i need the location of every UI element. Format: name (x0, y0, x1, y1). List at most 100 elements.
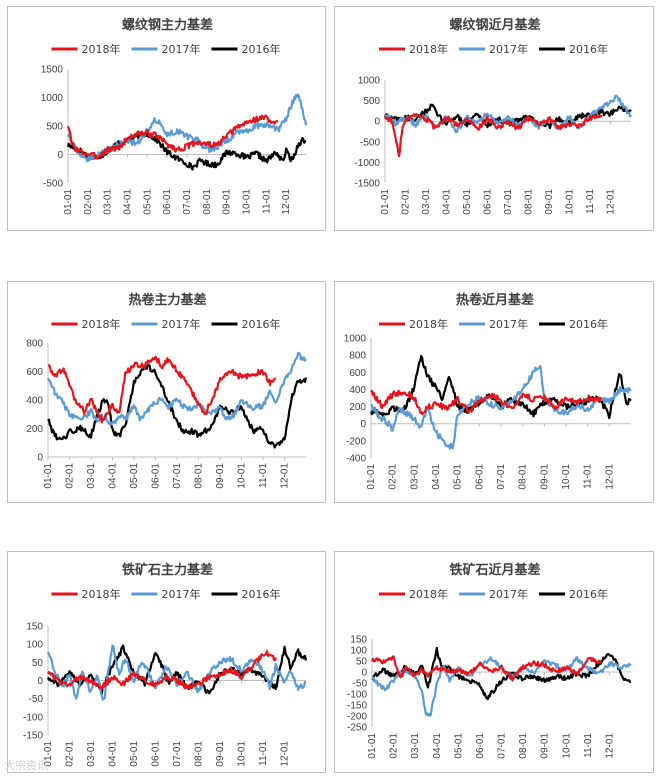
chart-panel-2: 螺纹钢近月基差 2018年 2017年 2016年 -1500 -1000 -500 0 500… (334, 6, 654, 231)
chart-panel-1: 螺纹钢主力基差 2018年 2017年 2016年 -500 0 500 1000 1500 01… (7, 6, 326, 231)
x-tick-label: 12-01 (281, 189, 292, 215)
y-tick-label: 0 (374, 117, 380, 128)
y-tick-label: 1500 (41, 65, 64, 76)
x-tick-label: 03-01 (86, 463, 97, 489)
y-tick-label: 50 (356, 657, 368, 668)
x-tick-label: 12-01 (604, 733, 615, 759)
y-tick-label: 400 (26, 396, 43, 407)
chart-panel-6: 铁矿石近月基差 2018年 2017年 2016年 -250 -200 -150 -100 -5… (334, 551, 654, 773)
chart-title: 铁矿石主力基差 (121, 562, 213, 578)
x-tick-label: 06-01 (151, 741, 162, 767)
y-tick-label: 600 (26, 367, 43, 378)
y-tick-label: -400 (346, 454, 366, 465)
x-tick-label: 01-01 (43, 741, 54, 767)
y-tick-label: -150 (347, 701, 367, 712)
y-tick-label: 1000 (41, 93, 64, 104)
chart-title: 螺纹钢主力基差 (122, 17, 213, 33)
y-tick-label: 150 (350, 635, 367, 646)
series-line-2018年 (384, 113, 603, 158)
legend-label: 2017年 (162, 42, 201, 56)
y-tick-label: 800 (349, 351, 366, 362)
x-tick-label: 05-01 (462, 189, 473, 215)
x-tick-label: 07-01 (182, 189, 193, 215)
x-tick-label: 12-01 (280, 463, 291, 489)
y-tick-label: -50 (353, 679, 368, 690)
x-tick-label: 12-01 (280, 741, 291, 767)
x-tick-label: 03-01 (86, 741, 97, 767)
x-tick-label: 11-01 (583, 464, 594, 489)
x-tick-label: 09-01 (544, 189, 555, 215)
y-tick-label: 800 (26, 339, 43, 350)
x-tick-label: 06-01 (483, 189, 494, 215)
y-tick-label: 150 (26, 622, 43, 633)
legend-entry-2: 2017年 (459, 317, 528, 331)
x-tick-label: 10-01 (561, 733, 572, 759)
x-tick-label: 07-01 (172, 463, 183, 489)
x-tick-label: 02-01 (65, 741, 76, 767)
x-tick-label: 06-01 (474, 464, 485, 490)
x-tick-label: 07-01 (496, 464, 507, 490)
y-tick-label: 50 (32, 658, 44, 669)
chart-title: 热卷主力基差 (128, 292, 206, 308)
x-tick-label: 12-01 (604, 464, 615, 490)
x-tick-label: 02-01 (389, 733, 400, 759)
x-tick-label: 08-01 (518, 733, 529, 759)
legend-label: 2016年 (242, 317, 281, 331)
legend-label: 2016年 (242, 587, 281, 601)
legend-label: 2017年 (489, 42, 528, 56)
x-tick-label: 08-01 (194, 463, 205, 489)
y-tick-label: 600 (349, 368, 366, 379)
y-tick-label: 200 (349, 402, 366, 413)
x-tick-label: 11-01 (261, 189, 272, 214)
legend-label: 2017年 (162, 317, 201, 331)
legend-entry-2: 2017年 (459, 587, 528, 601)
legend-label: 2018年 (409, 317, 448, 331)
y-tick-label: -200 (347, 712, 367, 723)
series-line-2018年 (370, 389, 602, 416)
y-tick-label: -100 (23, 712, 43, 723)
x-tick-label: 03-01 (409, 464, 420, 490)
legend-entry-1: 2018年 (379, 587, 448, 601)
legend-entry-2: 2017年 (131, 587, 201, 601)
x-tick-label: 10-01 (242, 189, 253, 215)
y-tick-label: 100 (350, 646, 367, 657)
legend-label: 2016年 (569, 42, 608, 56)
x-tick-label: 11-01 (583, 733, 594, 758)
legend-label: 2018年 (82, 317, 121, 331)
chart-panel-3: 热卷主力基差 2018年 2017年 2016年 0 200 400 600 800 01-01 0… (7, 281, 326, 503)
x-tick-label: 08-01 (202, 189, 213, 215)
series-line-2018年 (66, 114, 279, 160)
x-tick-label: 04-01 (123, 189, 134, 215)
legend-entry-2: 2017年 (459, 42, 528, 56)
y-tick-label: -100 (347, 690, 367, 701)
x-tick-label: 08-01 (524, 189, 535, 215)
y-tick-label: -250 (347, 723, 367, 734)
legend-entry-1: 2018年 (51, 42, 121, 56)
x-tick-label: 07-01 (172, 741, 183, 767)
x-tick-label: 10-01 (561, 464, 572, 490)
x-tick-label: 05-01 (129, 463, 140, 489)
x-tick-label: 05-01 (142, 189, 153, 215)
series-line-2016年 (369, 354, 632, 420)
x-tick-label: 11-01 (585, 189, 596, 214)
chart-title: 螺纹钢近月基差 (449, 17, 540, 33)
x-tick-label: 01-01 (367, 733, 378, 759)
series-line-2018年 (370, 655, 602, 682)
x-tick-label: 06-01 (151, 463, 162, 489)
y-tick-label: -50 (29, 694, 44, 705)
legend-label: 2016年 (569, 317, 608, 331)
chart-svg-3: 热卷主力基差 2018年 2017年 2016年 0 200 400 600 800 01-01 0… (26, 292, 308, 489)
series-line-2017年 (47, 351, 307, 426)
x-tick-label: 09-01 (540, 733, 551, 759)
x-tick-label: 01-01 (63, 189, 74, 215)
x-tick-label: 02-01 (83, 189, 94, 215)
series-line-2016年 (47, 364, 308, 449)
watermark: 大宗资讯 (4, 759, 48, 772)
y-tick-label: 0 (360, 419, 366, 430)
legend-entry-2: 2017年 (131, 317, 201, 331)
chart-title: 热卷近月基差 (456, 292, 534, 308)
x-tick-label: 08-01 (194, 741, 205, 767)
series-line-2016年 (46, 644, 308, 695)
y-tick-label: 1000 (358, 76, 381, 87)
legend-label: 2016年 (569, 587, 608, 601)
